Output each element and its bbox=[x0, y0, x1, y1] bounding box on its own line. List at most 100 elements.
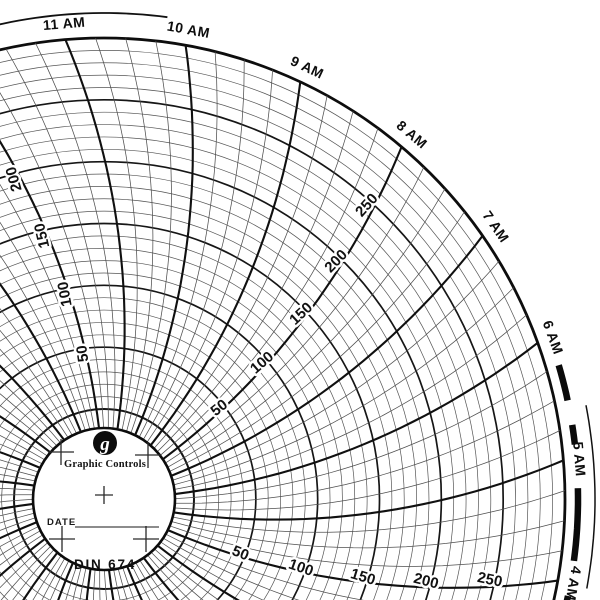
value-ring bbox=[1, 396, 207, 600]
hour-line bbox=[64, 39, 126, 429]
value-ring bbox=[0, 210, 393, 600]
value-ring bbox=[0, 272, 331, 600]
edge-arcs bbox=[0, 12, 596, 589]
hour-line bbox=[157, 545, 240, 600]
quarter-hour-line bbox=[0, 183, 95, 428]
grid-spokes bbox=[0, 37, 566, 600]
value-ring bbox=[0, 359, 244, 600]
value-ring bbox=[0, 160, 443, 600]
quarter-hour-line bbox=[161, 542, 264, 600]
quarter-hour-line bbox=[163, 538, 300, 600]
quarter-hour-line bbox=[154, 549, 220, 600]
registration-cross bbox=[48, 439, 74, 465]
value-label: 100 bbox=[54, 280, 75, 308]
quarter-hour-line bbox=[172, 520, 565, 549]
paper-edge-arc bbox=[585, 405, 596, 589]
hour-label: 11 AM bbox=[42, 14, 86, 33]
hour-label: 4 AM bbox=[563, 565, 585, 600]
registration-cross bbox=[135, 442, 161, 468]
value-ring bbox=[13, 408, 195, 590]
quarter-hour-line bbox=[130, 40, 172, 433]
value-label: 150 bbox=[286, 299, 316, 329]
hour-line bbox=[174, 459, 564, 521]
value-ring bbox=[0, 235, 368, 600]
brand-text: Graphic Controls bbox=[64, 459, 146, 470]
logo-g-glyph: g bbox=[99, 434, 110, 455]
value-label: 50 bbox=[207, 396, 231, 420]
night-bars bbox=[555, 364, 582, 600]
hour-line bbox=[150, 81, 302, 446]
quarter-hour-line bbox=[173, 260, 500, 481]
quarter-hour-line bbox=[95, 37, 138, 430]
value-label: 100 bbox=[286, 556, 315, 580]
hour-line bbox=[0, 415, 51, 453]
registration-crosses bbox=[48, 439, 161, 552]
value-label: 250 bbox=[352, 190, 381, 220]
chart-hub: g Graphic Controls DATE DIN 674 bbox=[31, 426, 177, 572]
hour-label: 5 AM bbox=[570, 441, 589, 477]
night-bar bbox=[555, 364, 571, 402]
graphic-controls-logo-icon bbox=[93, 431, 117, 455]
value-ring bbox=[0, 74, 529, 600]
hour-line bbox=[168, 529, 558, 589]
quarter-hour-line bbox=[5, 48, 109, 428]
value-ring bbox=[0, 136, 467, 600]
quarter-hour-line bbox=[160, 128, 379, 456]
night-bar bbox=[568, 424, 579, 445]
registration-cross bbox=[49, 526, 75, 552]
quarter-hour-line bbox=[175, 430, 561, 511]
part-number: DIN 674 bbox=[74, 557, 136, 572]
hour-line bbox=[0, 139, 100, 428]
night-bar bbox=[570, 488, 582, 562]
hour-line bbox=[0, 282, 82, 432]
quarter-hour-line bbox=[0, 393, 57, 446]
quarter-hour-line bbox=[0, 542, 48, 589]
quarter-hour-line bbox=[170, 525, 563, 567]
quarter-hour-line bbox=[173, 490, 566, 533]
quarter-hour-line bbox=[174, 287, 514, 485]
value-ring bbox=[0, 149, 454, 600]
value-ring bbox=[0, 260, 343, 600]
quarter-hour-line bbox=[154, 95, 328, 449]
quarter-hour-line bbox=[0, 348, 68, 438]
quarter-hour-line bbox=[0, 221, 90, 429]
value-label: 200 bbox=[321, 246, 351, 276]
date-label: DATE bbox=[47, 517, 76, 528]
hour-line bbox=[175, 341, 539, 495]
value-ring bbox=[0, 173, 430, 600]
hour-line bbox=[0, 364, 65, 441]
value-ring bbox=[0, 334, 269, 600]
value-ring bbox=[0, 371, 232, 600]
value-ring bbox=[0, 284, 319, 600]
quarter-hour-line bbox=[151, 552, 204, 600]
quarter-hour-line bbox=[0, 546, 51, 600]
value-ring bbox=[0, 222, 381, 600]
value-ring bbox=[0, 50, 553, 600]
hour-line bbox=[134, 45, 194, 435]
hour-line bbox=[22, 552, 58, 600]
quarter-hour-line bbox=[0, 92, 104, 428]
paper-edge-arc bbox=[0, 12, 168, 26]
value-ring bbox=[0, 124, 479, 600]
quarter-hour-line bbox=[0, 254, 86, 430]
quarter-hour-line bbox=[0, 329, 73, 435]
quarter-hour-line bbox=[157, 111, 354, 452]
value-label: 100 bbox=[247, 348, 277, 377]
registration-cross bbox=[133, 526, 159, 552]
hour-label: 6 AM bbox=[540, 318, 567, 356]
quarter-hour-line bbox=[125, 38, 154, 431]
quarter-hour-line bbox=[166, 534, 364, 600]
quarter-hour-line bbox=[168, 188, 446, 468]
quarter-hour-line bbox=[0, 380, 61, 443]
value-label: 50 bbox=[73, 344, 92, 363]
value-ring bbox=[0, 322, 281, 600]
hour-label: 10 AM bbox=[166, 18, 211, 41]
quarter-hour-line bbox=[175, 400, 555, 504]
registration-cross bbox=[95, 486, 113, 504]
quarter-hour-line bbox=[165, 166, 425, 463]
quarter-hour-line bbox=[35, 42, 116, 428]
quarter-hour-line bbox=[0, 308, 77, 433]
value-ring bbox=[0, 346, 257, 600]
hour-line bbox=[162, 146, 403, 460]
